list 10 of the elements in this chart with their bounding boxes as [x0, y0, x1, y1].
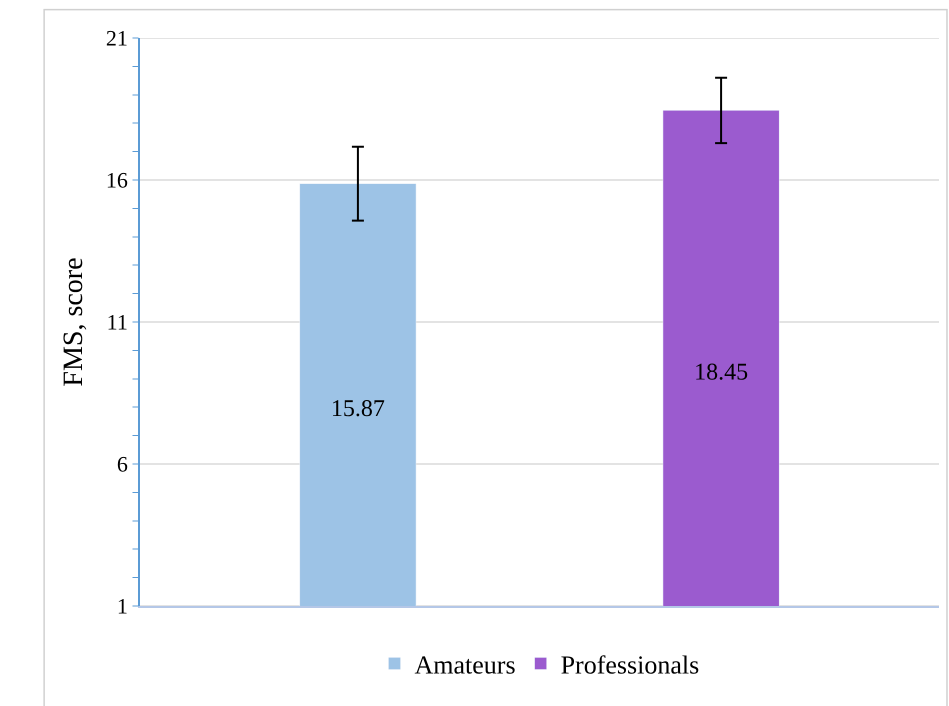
y-tick-label: 1	[116, 594, 128, 619]
legend-label: Amateurs	[414, 650, 516, 680]
y-tick-label: 6	[116, 452, 128, 477]
y-axis-title: FMS, score	[58, 257, 90, 387]
data-label: 15.87	[330, 396, 385, 422]
legend-label: Professionals	[560, 650, 700, 680]
y-tick-label: 11	[106, 310, 128, 335]
data-label: 18.45	[694, 359, 748, 386]
y-tick-label: 16	[106, 168, 128, 193]
y-tick-label: 21	[106, 26, 128, 51]
